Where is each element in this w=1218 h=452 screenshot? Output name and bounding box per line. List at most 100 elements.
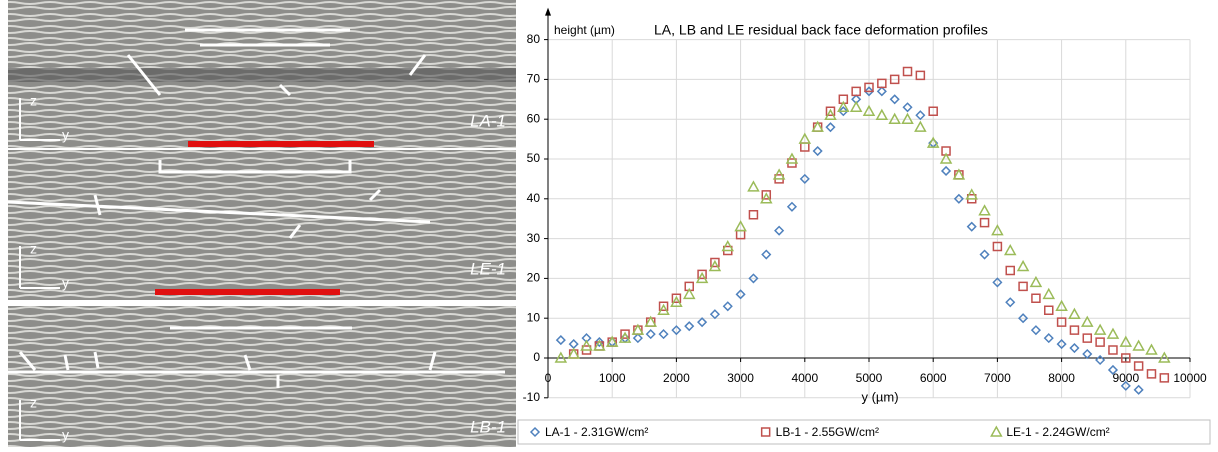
point xyxy=(721,240,735,252)
point xyxy=(593,339,606,351)
point xyxy=(1042,287,1056,300)
point xyxy=(965,188,978,200)
point xyxy=(1132,339,1145,351)
point xyxy=(889,94,900,105)
point xyxy=(941,146,951,156)
y-tick-label: 70 xyxy=(527,72,541,86)
point xyxy=(761,190,772,200)
x-tick-label: 3000 xyxy=(727,371,754,385)
point xyxy=(966,194,977,204)
point xyxy=(774,174,784,184)
y-axis-label: height (µm) xyxy=(554,23,615,37)
point xyxy=(991,224,1004,236)
point xyxy=(1005,297,1016,308)
point xyxy=(684,281,694,292)
point xyxy=(594,337,605,348)
point xyxy=(939,152,953,164)
point xyxy=(1120,380,1131,391)
point xyxy=(888,112,901,124)
y-tick-label: 30 xyxy=(527,231,541,245)
point xyxy=(697,269,707,280)
point xyxy=(799,173,810,184)
point xyxy=(838,106,849,117)
point xyxy=(1003,243,1017,256)
point xyxy=(1159,373,1170,383)
point xyxy=(695,271,709,284)
x-tick-label: 10000 xyxy=(1173,371,1207,385)
point xyxy=(1093,323,1107,335)
point xyxy=(953,193,964,204)
point xyxy=(1056,339,1067,350)
point xyxy=(658,301,669,312)
x-tick-label: 5000 xyxy=(856,371,883,385)
point xyxy=(863,86,875,97)
point xyxy=(747,180,760,192)
x-tick-label: 1000 xyxy=(599,371,626,385)
point xyxy=(1133,361,1144,371)
point xyxy=(787,158,797,168)
point xyxy=(710,257,720,268)
point xyxy=(1043,333,1054,344)
axis-y: y xyxy=(62,275,69,291)
point xyxy=(1069,342,1080,354)
point xyxy=(1095,337,1105,347)
y-tick-label: -10 xyxy=(523,390,541,404)
point xyxy=(1145,343,1158,355)
point xyxy=(1095,354,1106,366)
point xyxy=(1069,325,1080,335)
y-tick-label: 10 xyxy=(527,310,541,324)
point xyxy=(926,136,940,148)
point xyxy=(915,70,926,81)
point xyxy=(812,145,823,157)
point xyxy=(723,245,733,256)
panel-label: LA-1 xyxy=(470,111,506,130)
x-tick-label: 8000 xyxy=(1048,371,1075,385)
point xyxy=(774,225,785,236)
point xyxy=(1016,259,1030,272)
point xyxy=(555,335,566,346)
x-axis-label: y (µm) xyxy=(861,389,898,404)
point xyxy=(838,94,849,105)
point xyxy=(914,120,927,132)
axis-z: z xyxy=(30,241,37,257)
point xyxy=(876,86,887,97)
point xyxy=(605,335,619,347)
point xyxy=(735,289,746,300)
point xyxy=(825,122,836,133)
point xyxy=(915,110,926,121)
panel-label: LE-1 xyxy=(470,259,506,278)
point xyxy=(722,301,733,312)
legend-label: LA-1 - 2.31GW/cm² xyxy=(545,425,648,439)
point xyxy=(849,100,863,113)
point xyxy=(786,201,798,212)
axis-y: y xyxy=(62,427,69,443)
axis-z: z xyxy=(30,395,37,411)
y-tick-label: 20 xyxy=(527,271,541,285)
point xyxy=(734,220,747,232)
point xyxy=(979,217,990,228)
point xyxy=(952,168,966,180)
point xyxy=(568,339,579,350)
point xyxy=(708,259,722,272)
point xyxy=(618,331,632,343)
point xyxy=(748,209,759,220)
point xyxy=(902,66,913,77)
point xyxy=(824,108,837,120)
point xyxy=(567,347,580,359)
legend-label: LB-1 - 2.55GW/cm² xyxy=(776,425,879,439)
point xyxy=(620,329,630,339)
x-tick-label: 9000 xyxy=(1112,371,1139,385)
point xyxy=(554,351,568,363)
point xyxy=(1146,369,1157,379)
point xyxy=(697,317,708,328)
x-tick-label: 2000 xyxy=(663,371,690,385)
point xyxy=(1133,384,1144,395)
point xyxy=(684,321,695,332)
point xyxy=(645,329,656,340)
legend-box xyxy=(517,419,1211,445)
point xyxy=(632,333,643,344)
point xyxy=(1018,313,1029,324)
point xyxy=(902,102,913,113)
point xyxy=(851,86,861,97)
